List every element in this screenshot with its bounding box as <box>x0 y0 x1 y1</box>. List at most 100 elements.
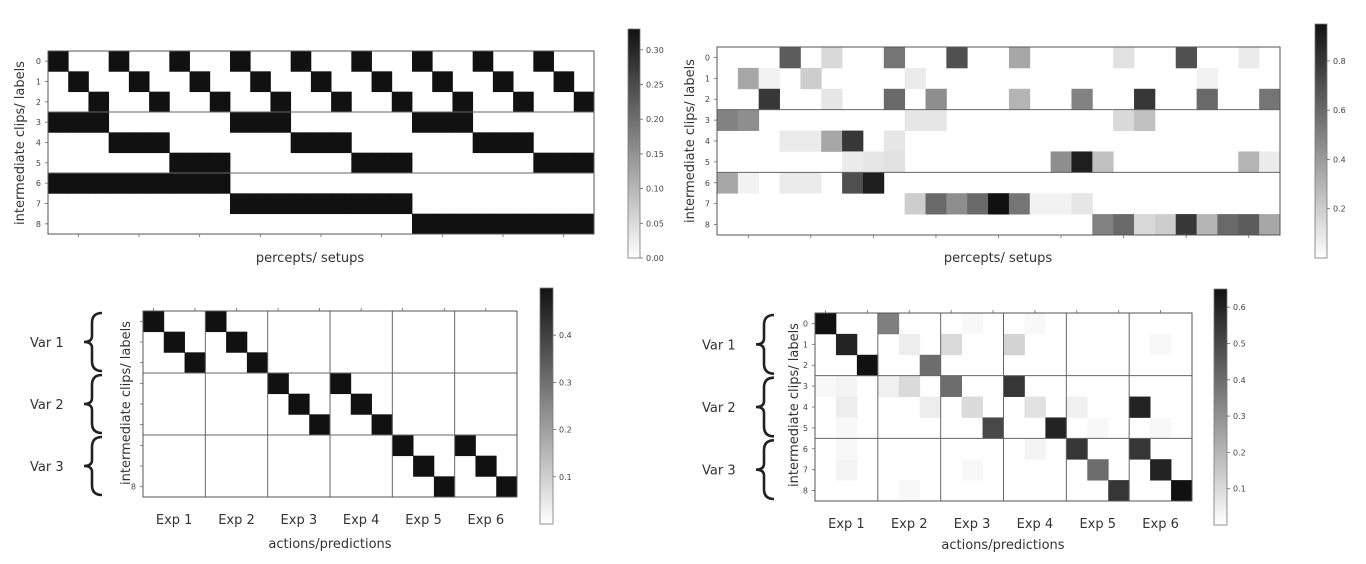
colorbar-tick-label: 0.25 <box>646 81 664 90</box>
heatmap-cell <box>513 132 534 154</box>
heatmap-cell <box>961 459 983 481</box>
heatmap-cell <box>1238 47 1260 69</box>
y-tick-label: 4 <box>803 403 808 412</box>
y-tick-label: 0 <box>36 57 41 66</box>
heatmap-cell <box>270 91 292 113</box>
colorbar-tick-label: 0.20 <box>646 115 664 124</box>
colorbar-tick-label: 0.3 <box>1233 412 1246 421</box>
y-tick-label: 6 <box>803 445 808 454</box>
heatmap-cell <box>452 112 474 133</box>
heatmap-cell <box>883 88 906 111</box>
y-axis-label: intermediate clips/ labels <box>787 323 802 487</box>
heatmap-cell <box>288 393 310 415</box>
heatmap-cell <box>800 67 822 90</box>
heatmap-cell <box>1092 214 1114 236</box>
y-tick-label: 4 <box>705 137 710 146</box>
heatmap-cell <box>169 152 190 174</box>
group-brace <box>83 435 103 497</box>
heatmap-cell <box>108 173 130 194</box>
heatmap-cell <box>432 213 453 235</box>
heatmap-cell <box>209 173 231 194</box>
heatmap-cell <box>898 480 921 502</box>
heatmap-cell <box>149 173 170 194</box>
group-brace <box>755 376 775 438</box>
heatmap-cell <box>1217 214 1239 236</box>
heatmap-cell <box>452 91 474 113</box>
heatmap-cell <box>821 130 843 152</box>
heatmap-cell <box>925 88 947 111</box>
y-tick-label: 8 <box>803 487 808 496</box>
heatmap-cell <box>331 132 352 154</box>
heatmap-cell <box>779 130 801 152</box>
heatmap-cell <box>513 91 534 113</box>
heatmap-cell <box>108 132 130 154</box>
heatmap-cell <box>209 91 231 113</box>
heatmap-cell <box>904 193 926 215</box>
heatmap-cell <box>1008 193 1031 215</box>
colorbar-tick-label: 0.30 <box>646 46 664 55</box>
heatmap-cell <box>553 71 575 93</box>
heatmap-cell <box>128 173 150 194</box>
heatmap-cell <box>452 213 474 235</box>
heatmap-cell <box>1175 214 1197 236</box>
colorbar-tick-label: 0.4 <box>1233 376 1246 385</box>
heatmap-cell <box>758 67 780 90</box>
x-tick-label: Exp 6 <box>1142 517 1179 532</box>
y-tick-label: 5 <box>705 158 710 167</box>
x-axis-label: percepts/ setups <box>256 251 364 266</box>
heatmap-cell <box>573 91 595 113</box>
y-tick-label: 7 <box>36 200 41 209</box>
heatmap-cell <box>877 375 900 397</box>
heatmap-cell <box>492 213 514 235</box>
heatmap-cell <box>189 152 211 174</box>
heatmap-cell <box>169 173 190 194</box>
y-tick-label: 2 <box>36 98 41 107</box>
heatmap-cell <box>717 172 739 194</box>
heatmap-cell <box>883 47 906 69</box>
y-tick-label: 8 <box>36 220 41 229</box>
heatmap-cell <box>351 152 372 174</box>
heatmap-cell <box>1129 396 1151 418</box>
heatmap-cell <box>205 311 227 333</box>
heatmap-cell <box>371 152 393 174</box>
heatmap-cell <box>919 396 942 418</box>
colorbar <box>1213 288 1228 526</box>
heatmap-cell <box>835 459 858 481</box>
heatmap-cell <box>1134 109 1156 131</box>
heatmap-cell <box>1024 396 1046 418</box>
heatmap-cell <box>835 417 858 439</box>
heatmap-cell <box>1129 438 1151 460</box>
heatmap-cell <box>1003 375 1025 397</box>
heatmap-cell <box>737 109 760 131</box>
group-brace <box>83 373 103 435</box>
heatmap-cell <box>553 213 575 235</box>
heatmap-cell <box>391 91 413 113</box>
heatmap-cell <box>1150 459 1172 481</box>
y-tick-label: 3 <box>803 382 808 391</box>
colorbar-tick-label: 0.2 <box>1233 448 1246 457</box>
heatmap-cell <box>1008 47 1031 69</box>
colorbar-tick-label: 0.5 <box>1233 339 1246 348</box>
y-tick-label: 0 <box>803 319 808 328</box>
x-tick-label: Exp 6 <box>468 513 505 528</box>
heatmap-top-left: 0 1 2 3 4 5 6 7 8 percepts/ setups intermediate cl… <box>13 28 664 266</box>
heatmap-cell <box>1175 47 1197 69</box>
colorbar-tick-label: 0.6 <box>1333 106 1346 115</box>
heatmap-cell <box>392 435 414 457</box>
heatmap-cell <box>250 193 271 215</box>
heatmap-cell <box>842 172 864 194</box>
heatmap-cell <box>1134 88 1156 111</box>
heatmap-cell <box>351 193 372 215</box>
heatmap-cell <box>1154 214 1177 236</box>
heatmap-cell <box>1196 88 1218 111</box>
heatmap-cell <box>472 213 494 235</box>
colorbar-tick-label: 0.10 <box>646 185 664 194</box>
y-axis-label: intermediate clips/ labels <box>13 61 28 225</box>
heatmap-cell <box>270 112 292 133</box>
heatmap-cell <box>433 476 456 498</box>
heatmap-cell <box>940 375 963 397</box>
heatmap-cell <box>290 51 312 72</box>
y-tick-label: 7 <box>803 466 808 475</box>
group-label: Var 3 <box>702 464 736 479</box>
heatmap-cell <box>88 91 110 113</box>
